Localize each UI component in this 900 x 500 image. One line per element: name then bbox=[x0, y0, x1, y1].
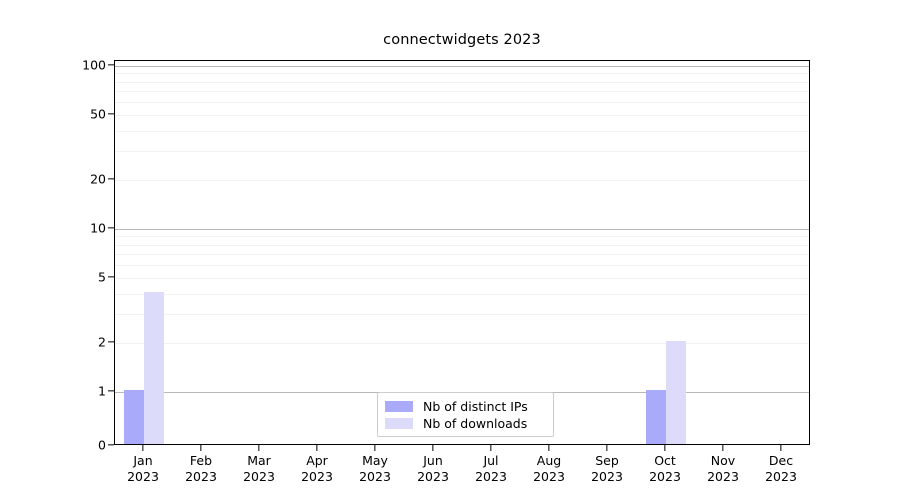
x-tick-mark bbox=[316, 445, 318, 451]
x-tick-mark bbox=[432, 445, 434, 451]
x-tick-label: Dec 2023 bbox=[746, 453, 816, 485]
x-tick-month: Jul bbox=[483, 453, 499, 468]
x-tick-label: Oct 2023 bbox=[630, 453, 700, 485]
gridline-minor bbox=[115, 102, 809, 104]
x-tick-label: Apr 2023 bbox=[282, 453, 352, 485]
gridline-minor bbox=[115, 73, 809, 75]
x-tick-year: 2023 bbox=[475, 469, 507, 484]
gridline-minor bbox=[115, 179, 809, 181]
x-tick-label: Mar 2023 bbox=[224, 453, 294, 485]
x-tick-year: 2023 bbox=[649, 469, 681, 484]
x-tick-label: Jul 2023 bbox=[456, 453, 526, 485]
x-tick-mark bbox=[490, 445, 492, 451]
x-tick-month: Jun bbox=[423, 453, 443, 468]
x-tick-label: Nov 2023 bbox=[688, 453, 758, 485]
y-tick-mark bbox=[108, 178, 114, 180]
x-tick-year: 2023 bbox=[591, 469, 623, 484]
gridline-minor bbox=[115, 314, 809, 316]
x-tick-label: Feb 2023 bbox=[166, 453, 236, 485]
plot-area bbox=[114, 60, 810, 445]
gridline-major bbox=[115, 229, 809, 230]
x-tick-month: Aug bbox=[536, 453, 562, 468]
x-tick-label: May 2023 bbox=[340, 453, 410, 485]
x-tick-mark bbox=[200, 445, 202, 451]
y-tick-mark bbox=[108, 64, 114, 66]
bar-oct-series1 bbox=[646, 390, 666, 444]
chart-legend: Nb of distinct IPs Nb of downloads bbox=[377, 392, 554, 437]
gridline-minor bbox=[115, 265, 809, 267]
x-tick-year: 2023 bbox=[301, 469, 333, 484]
plot-inner bbox=[115, 61, 809, 444]
x-tick-label: Aug 2023 bbox=[514, 453, 584, 485]
gridline-minor bbox=[115, 342, 809, 344]
x-tick-month: Apr bbox=[306, 453, 328, 468]
bar-jan-series2 bbox=[144, 291, 164, 444]
x-tick-month: Jan bbox=[133, 453, 153, 468]
x-tick-month: Feb bbox=[189, 453, 213, 468]
bar-oct-series2 bbox=[666, 340, 686, 444]
x-tick-mark bbox=[258, 445, 260, 451]
x-tick-mark bbox=[374, 445, 376, 451]
bar-jan-series1 bbox=[124, 390, 144, 444]
legend-label: Nb of distinct IPs bbox=[423, 399, 528, 414]
x-tick-mark bbox=[664, 445, 666, 451]
y-tick-label: 0 bbox=[98, 437, 106, 453]
x-tick-month: May bbox=[362, 453, 388, 468]
y-tick-label: 1 bbox=[98, 383, 106, 399]
x-tick-year: 2023 bbox=[359, 469, 391, 484]
x-tick-year: 2023 bbox=[243, 469, 275, 484]
y-tick-label: 100 bbox=[82, 57, 106, 73]
y-tick-label: 50 bbox=[90, 106, 106, 122]
gridline-major bbox=[115, 66, 809, 67]
x-tick-mark bbox=[142, 445, 144, 451]
x-tick-year: 2023 bbox=[127, 469, 159, 484]
y-tick-label: 2 bbox=[98, 334, 106, 350]
x-tick-year: 2023 bbox=[707, 469, 739, 484]
y-tick-mark bbox=[108, 113, 114, 115]
x-tick-mark bbox=[780, 445, 782, 451]
x-tick-mark bbox=[722, 445, 724, 451]
legend-item[interactable]: Nb of distinct IPs bbox=[385, 398, 546, 415]
gridline-minor bbox=[115, 81, 809, 83]
legend-label: Nb of downloads bbox=[423, 416, 528, 431]
x-tick-month: Nov bbox=[710, 453, 736, 468]
gridline-minor bbox=[115, 130, 809, 132]
x-tick-year: 2023 bbox=[417, 469, 449, 484]
x-tick-year: 2023 bbox=[185, 469, 217, 484]
gridline-minor bbox=[115, 293, 809, 295]
x-tick-month: Dec bbox=[768, 453, 794, 468]
y-tick-mark bbox=[108, 341, 114, 343]
x-tick-label: Jan 2023 bbox=[108, 453, 178, 485]
legend-item[interactable]: Nb of downloads bbox=[385, 415, 546, 432]
gridline-minor bbox=[115, 115, 809, 117]
chart-title: connectwidgets 2023 bbox=[383, 32, 541, 48]
gridline-minor bbox=[115, 151, 809, 153]
x-tick-year: 2023 bbox=[533, 469, 565, 484]
gridline-minor bbox=[115, 236, 809, 238]
y-tick-mark bbox=[108, 227, 114, 229]
x-tick-month: Sep bbox=[595, 453, 619, 468]
y-tick-mark bbox=[108, 444, 114, 446]
y-tick-label: 5 bbox=[98, 269, 106, 285]
legend-swatch-icon bbox=[385, 418, 413, 429]
x-tick-mark bbox=[606, 445, 608, 451]
gridline-minor bbox=[115, 244, 809, 246]
y-tick-mark bbox=[108, 276, 114, 278]
x-tick-month: Mar bbox=[247, 453, 271, 468]
x-tick-label: Jun 2023 bbox=[398, 453, 468, 485]
gridline-minor bbox=[115, 254, 809, 256]
x-tick-mark bbox=[548, 445, 550, 451]
legend-swatch-icon bbox=[385, 401, 413, 412]
gridline-minor bbox=[115, 91, 809, 93]
gridline-minor bbox=[115, 278, 809, 280]
y-tick-label: 20 bbox=[90, 171, 106, 187]
x-tick-month: Oct bbox=[654, 453, 676, 468]
x-tick-label: Sep 2023 bbox=[572, 453, 642, 485]
y-tick-label: 10 bbox=[90, 220, 106, 236]
y-tick-mark bbox=[108, 390, 114, 392]
x-tick-year: 2023 bbox=[765, 469, 797, 484]
